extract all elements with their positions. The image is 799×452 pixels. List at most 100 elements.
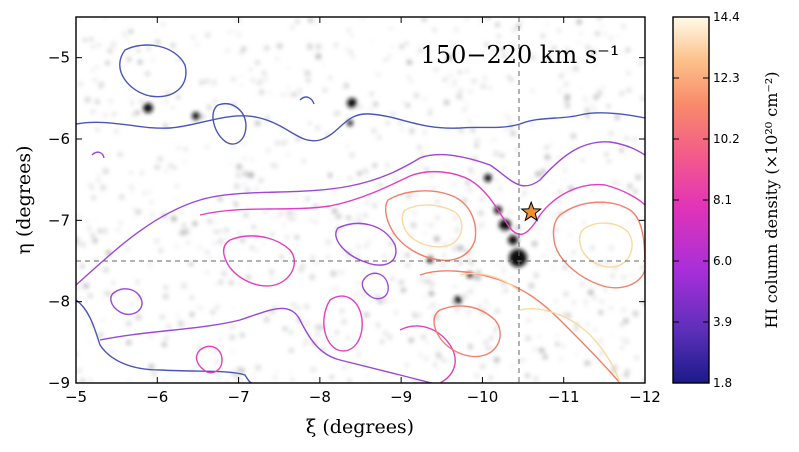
star-point	[212, 241, 217, 246]
star-point	[360, 187, 364, 190]
star-point	[430, 174, 433, 177]
colorbar-tick-label: 6.0	[713, 254, 732, 268]
star-point	[205, 250, 209, 254]
plot-frame	[75, 16, 646, 384]
star-point	[122, 32, 126, 36]
star-point	[615, 181, 621, 187]
star-point	[446, 83, 450, 86]
colorbar-label: HI column density (×10²⁰ cm⁻²)	[762, 72, 781, 329]
star-point	[417, 145, 422, 150]
star-point	[347, 256, 352, 260]
star-point	[162, 293, 169, 300]
star-point	[215, 281, 220, 286]
star-point	[135, 110, 140, 115]
star-point	[533, 376, 539, 382]
star-point	[224, 380, 230, 383]
star-point	[357, 104, 363, 110]
star-point	[371, 128, 377, 134]
star-point	[303, 69, 308, 73]
star-point	[140, 171, 144, 175]
star-point	[409, 128, 415, 134]
star-point	[166, 91, 170, 96]
star-point	[624, 368, 631, 374]
star-point	[593, 296, 596, 300]
star-point	[171, 215, 177, 222]
star-point	[537, 334, 542, 339]
star-point	[467, 310, 471, 314]
star-point	[230, 76, 236, 82]
dense-star-clump	[508, 235, 518, 245]
star-point	[454, 306, 461, 313]
star-point	[633, 189, 638, 194]
star-point	[236, 231, 243, 237]
star-point	[268, 91, 272, 94]
x-tick-label: −10	[467, 388, 499, 406]
star-point	[388, 26, 394, 32]
dense-star-clump	[347, 98, 357, 108]
star-point	[627, 183, 633, 189]
star-point	[401, 99, 407, 105]
star-point	[131, 112, 137, 117]
star-point	[527, 52, 533, 58]
star-point	[242, 141, 247, 145]
colorbar-tick-label: 8.1	[713, 193, 732, 207]
star-point	[328, 75, 333, 80]
star-point	[216, 376, 221, 381]
star-point	[129, 184, 134, 189]
star-point	[394, 240, 398, 244]
star-point	[480, 197, 484, 201]
star-point	[509, 126, 513, 130]
star-point	[527, 318, 531, 322]
star-point	[184, 147, 188, 152]
star-point	[593, 94, 599, 100]
star-point	[495, 48, 499, 51]
star-point	[192, 221, 198, 227]
star-point	[130, 188, 135, 194]
star-point	[239, 74, 244, 79]
star-point	[286, 66, 290, 71]
star-point	[213, 348, 217, 352]
star-point	[516, 24, 521, 29]
star-point	[304, 304, 309, 310]
star-point	[405, 103, 411, 108]
star-point	[428, 290, 435, 297]
star-point	[471, 78, 477, 84]
star-point	[468, 288, 474, 294]
star-point	[604, 152, 609, 157]
colorbar-tick-label: 1.8	[713, 376, 732, 390]
star-point	[640, 95, 645, 101]
star-point	[623, 338, 630, 345]
star-point	[501, 264, 505, 268]
star-point	[280, 255, 285, 261]
star-point	[213, 230, 217, 234]
star-point	[573, 65, 579, 72]
star-point	[431, 303, 436, 308]
star-point	[173, 166, 177, 170]
star-point	[378, 183, 383, 188]
plot-background	[76, 17, 645, 383]
star-point	[189, 262, 194, 266]
star-point	[119, 221, 123, 225]
star-point	[551, 45, 557, 51]
star-point	[620, 274, 627, 280]
star-point	[149, 267, 152, 271]
star-point	[545, 316, 550, 321]
star-point	[552, 266, 556, 270]
star-point	[467, 119, 472, 124]
star-point	[575, 352, 579, 357]
star-point	[604, 288, 608, 292]
star-point	[597, 338, 604, 344]
star-point	[397, 120, 403, 126]
x-tick-label: −9	[390, 388, 412, 406]
star-point	[520, 194, 525, 200]
star-point	[399, 44, 404, 49]
star-point	[500, 47, 505, 52]
star-point	[584, 304, 588, 308]
dense-star-clump	[454, 296, 462, 304]
star-point	[180, 209, 183, 213]
star-point	[377, 326, 381, 330]
star-point	[87, 293, 93, 299]
star-point	[472, 249, 476, 253]
star-point	[455, 227, 460, 233]
